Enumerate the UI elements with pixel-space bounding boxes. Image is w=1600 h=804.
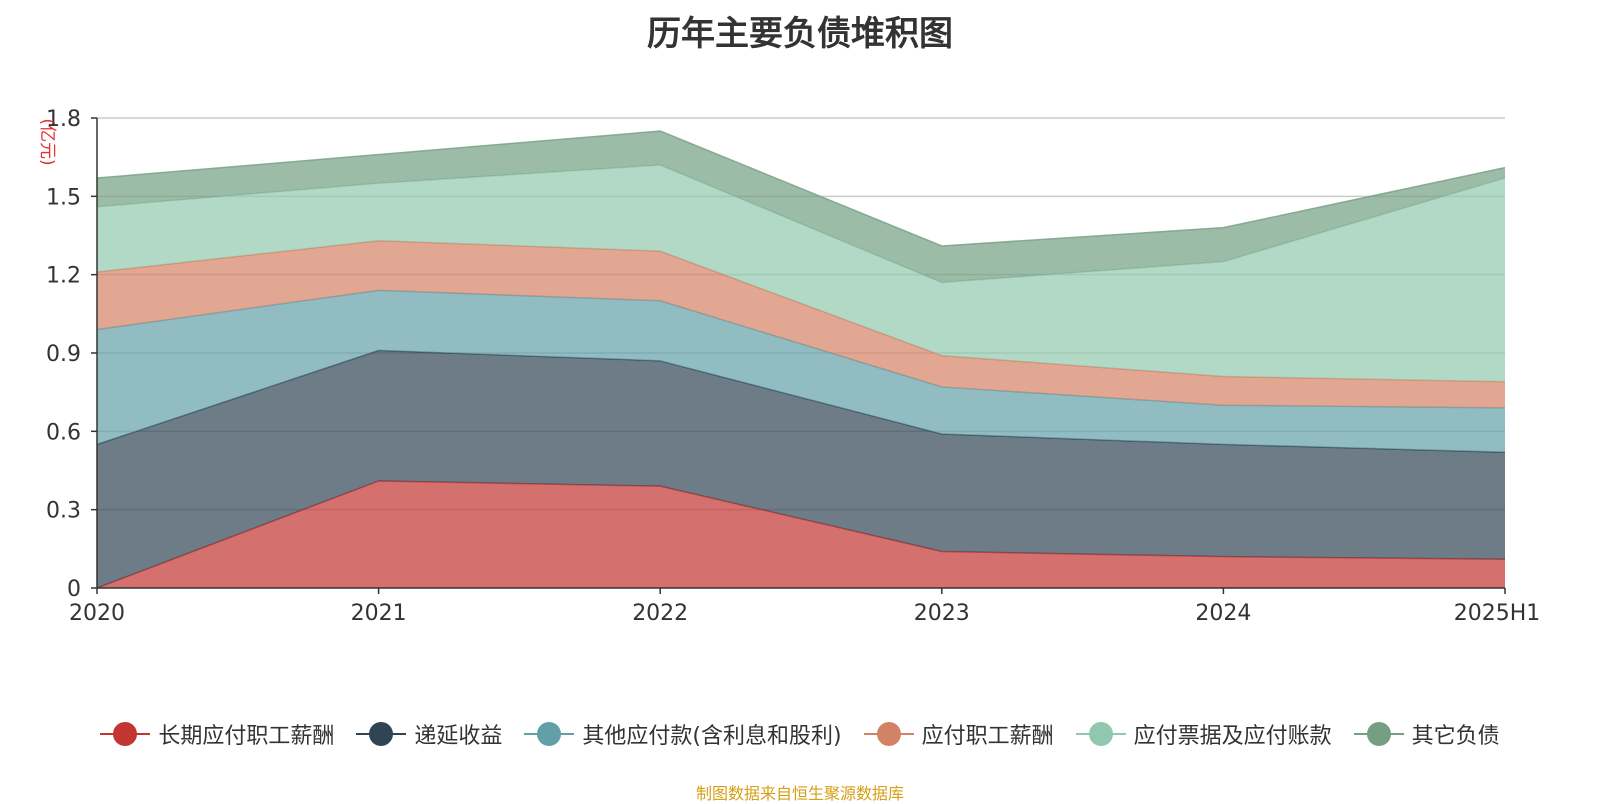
legend-item-4[interactable]: 应付票据及应付账款 xyxy=(1075,718,1332,750)
legend-marker-icon xyxy=(863,721,914,747)
legend-item-5[interactable]: 其它负债 xyxy=(1353,718,1500,750)
legend-item-1[interactable]: 递延收益 xyxy=(356,718,502,750)
legend-item-0[interactable]: 长期应付职工薪酬 xyxy=(100,718,334,750)
y-tick-label: 1.8 xyxy=(46,107,81,132)
y-tick-label: 1.5 xyxy=(46,185,81,210)
x-tick-label: 2024 xyxy=(1195,601,1251,626)
y-tick-label: 1.2 xyxy=(46,264,81,289)
legend-label: 其他应付款(含利息和股利) xyxy=(582,724,842,749)
x-tick-label: 2025H1 xyxy=(1454,601,1541,626)
area-series-3 xyxy=(97,240,1505,408)
x-tick-label: 2020 xyxy=(69,601,125,626)
axes: 0 0.3 0.6 0.9 1.2 1.5 1.8 2020 2021 2022 2023 2024 2… xyxy=(37,107,1540,626)
legend-item-2[interactable]: 其他应付款(含利息和股利) xyxy=(524,718,842,750)
legend-label: 应付票据及应付账款 xyxy=(1133,724,1332,749)
area-series-4 xyxy=(97,165,1505,382)
x-tick-label: 2023 xyxy=(914,601,970,626)
x-tick-label: 2021 xyxy=(351,601,407,626)
legend-marker-icon xyxy=(1075,721,1126,747)
x-tick-label: 2022 xyxy=(632,601,688,626)
legend: 长期应付职工薪酬 递延收益 其他应付款(含利息和股利) 应付职工薪酬 应付票据及应付账款… xyxy=(0,716,1600,752)
y-tick-label: 0.9 xyxy=(46,342,81,367)
legend-label: 长期应付职工薪酬 xyxy=(158,724,335,749)
area-series xyxy=(96,130,1506,589)
legend-item-3[interactable]: 应付职工薪酬 xyxy=(863,718,1054,750)
legend-marker-icon xyxy=(524,721,575,747)
area-series-1 xyxy=(97,350,1505,588)
area-series-5 xyxy=(97,131,1505,283)
series-line-5 xyxy=(96,130,1506,247)
data-source-note: 制图数据来自恒生聚源数据库 xyxy=(695,784,904,803)
legend-label: 应付职工薪酬 xyxy=(921,724,1054,749)
chart-title: 历年主要负债堆积图 xyxy=(647,14,953,54)
legend-label: 递延收益 xyxy=(414,724,503,749)
y-tick-label: 0.3 xyxy=(46,499,81,524)
legend-marker-icon xyxy=(1353,721,1404,747)
y-axis-unit-label: (亿元) xyxy=(37,118,57,165)
legend-marker-icon xyxy=(100,721,151,747)
area-series-0 xyxy=(97,480,1505,588)
area-series-2 xyxy=(97,290,1505,453)
y-tick-label: 0.6 xyxy=(46,420,81,445)
legend-marker-icon xyxy=(356,721,407,747)
legend-label: 其它负债 xyxy=(1411,724,1500,749)
y-tick-label: 0 xyxy=(67,577,81,602)
